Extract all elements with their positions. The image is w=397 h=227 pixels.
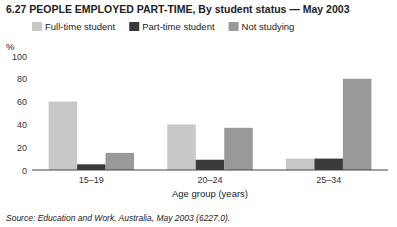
bar bbox=[343, 79, 371, 170]
bar bbox=[77, 164, 105, 170]
bar bbox=[167, 124, 195, 170]
x-tick-label: 25–34 bbox=[316, 175, 341, 185]
legend-label: Part-time student bbox=[142, 21, 215, 32]
y-tick-label: 40 bbox=[17, 120, 27, 130]
x-tick-label: 20–24 bbox=[197, 175, 222, 185]
title: 6.27 PEOPLE EMPLOYED PART-TIME, By stude… bbox=[6, 3, 350, 15]
bar bbox=[49, 102, 77, 170]
bars bbox=[49, 79, 372, 170]
legend-item: Part-time student bbox=[129, 21, 215, 32]
legend-item: Not studying bbox=[229, 21, 295, 32]
y-tick-label: 0 bbox=[22, 166, 27, 176]
bar bbox=[286, 159, 314, 170]
legend-swatch bbox=[229, 22, 239, 31]
y-tick-label: 60 bbox=[17, 97, 27, 107]
x-axis-label: Age group (years) bbox=[172, 188, 248, 199]
y-tick-label: 100 bbox=[12, 52, 27, 62]
legend-swatch bbox=[129, 22, 139, 31]
bar bbox=[224, 128, 252, 170]
x-axis-line bbox=[32, 170, 388, 171]
legend-label: Full-time student bbox=[45, 21, 116, 32]
y-tick-label: 80 bbox=[17, 74, 27, 84]
y-axis-label: % bbox=[6, 41, 15, 52]
legend-swatch bbox=[32, 22, 42, 31]
bar bbox=[106, 153, 134, 170]
chart: 6.27 PEOPLE EMPLOYED PART-TIME, By stude… bbox=[0, 0, 397, 227]
legend-label: Not studying bbox=[242, 21, 295, 32]
annotation: Source: Education and Work, Australia, M… bbox=[6, 213, 230, 223]
y-tick-label: 20 bbox=[17, 143, 27, 153]
bar bbox=[196, 160, 224, 170]
x-tick-label: 15–19 bbox=[79, 175, 104, 185]
bar bbox=[314, 159, 342, 170]
legend-item: Full-time student bbox=[32, 21, 116, 32]
